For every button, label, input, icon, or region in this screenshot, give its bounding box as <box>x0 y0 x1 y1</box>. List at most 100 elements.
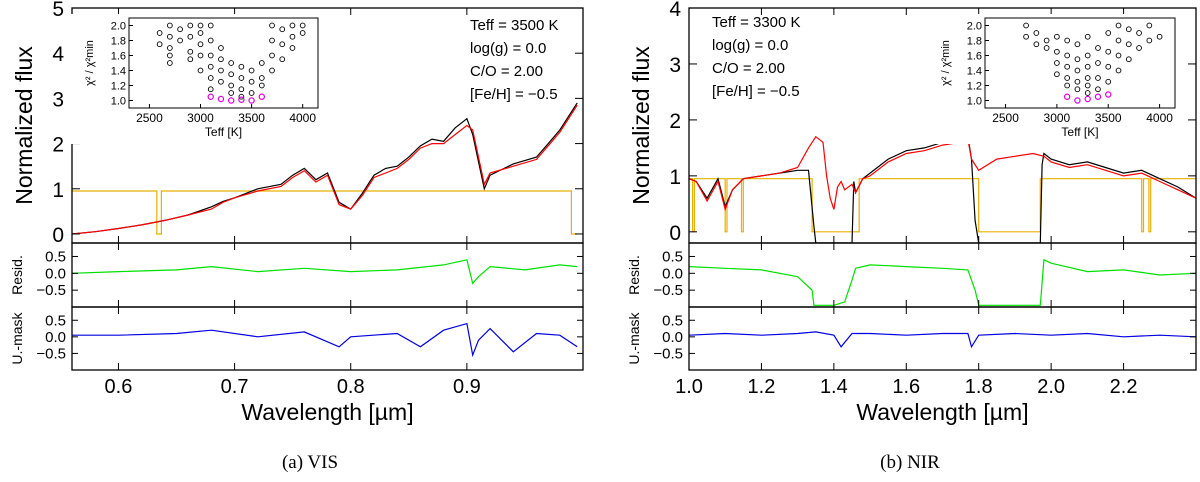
vis-inset-point <box>228 60 235 66</box>
vis-inset-point <box>279 56 286 63</box>
vis-inset-point <box>207 37 214 44</box>
vis-inset-best-point <box>217 95 225 103</box>
nir-resid-label: Resid. <box>626 255 642 295</box>
vis-inset-point <box>167 33 173 40</box>
nir-inset-xtick-label: 3500 <box>1095 111 1122 125</box>
vis-inset-point <box>207 22 214 29</box>
vis-inset-ytick-label: 2.0 <box>111 21 126 33</box>
nir-inset-point <box>1074 56 1081 63</box>
nir-inset-xtick-label: 4000 <box>1146 111 1173 125</box>
vis-inset-point <box>187 22 194 29</box>
vis-inset-point <box>156 30 163 36</box>
vis-inset-point <box>218 56 224 63</box>
nir-annotation-line: [Fe/H] = −0.5 <box>712 83 800 100</box>
vis-resid-group <box>72 259 578 358</box>
nir-inset-point <box>1146 22 1153 29</box>
nir-resid-ytick-label: 0.5 <box>662 248 683 265</box>
vis-inset-point <box>187 48 194 55</box>
nir-xlabel: Wavelength [µm] <box>856 399 1028 425</box>
nir-inset-point <box>1125 56 1132 63</box>
vis-inset-point <box>197 22 204 29</box>
nir-inset-point <box>1064 63 1071 70</box>
vis-inset-point <box>269 52 275 59</box>
nir-inset-ytick-label: 2.0 <box>967 21 982 33</box>
nir-inset-point <box>1074 78 1081 85</box>
vis-inset-point <box>218 67 224 74</box>
nir-inset-point <box>1084 52 1091 59</box>
nir-inset-point <box>1054 60 1060 66</box>
nir-xtick-label: 2.0 <box>1037 376 1065 398</box>
vis-ytick-label: 2 <box>52 134 64 157</box>
vis-inset-point <box>197 30 204 36</box>
nir-resid-line <box>689 258 1196 306</box>
nir-inset-point <box>1023 22 1029 29</box>
nir-inset-point <box>1084 75 1091 81</box>
vis-inset-ytick-label: 1.2 <box>111 81 126 93</box>
vis-inset-ytick-label: 1.8 <box>111 36 126 48</box>
vis-inset-point <box>238 93 245 100</box>
vis-xtick-label: 0.9 <box>453 376 481 398</box>
vis-inset-best-point <box>238 96 245 103</box>
nir-inset-point <box>1033 41 1040 48</box>
nir-inset-ytick-label: 1.4 <box>967 66 982 78</box>
nir-model-line <box>689 135 1196 212</box>
nir-inset-best-point <box>1063 93 1071 100</box>
nir-ytick-label: 0 <box>669 222 681 245</box>
vis-inset-ylabel: χ² / χ²min <box>84 40 96 86</box>
vis-inset-point <box>167 60 173 66</box>
vis-inset-xtick-label: 2500 <box>136 111 163 125</box>
vis-inset-frame <box>128 17 319 109</box>
vis-inset-point <box>167 52 173 59</box>
nir-inset-frame <box>984 17 1176 109</box>
vis-inset-point <box>289 45 296 51</box>
nir-inset-point <box>1064 75 1071 81</box>
nir-inset-point <box>1156 33 1163 40</box>
nir-inset-best-point <box>1084 95 1091 103</box>
vis-ylabel: Normalized flux <box>11 46 37 205</box>
nir-inset-point <box>1074 41 1081 48</box>
nir-inset-point <box>1043 37 1050 44</box>
vis-resid-label: Resid. <box>9 255 25 295</box>
vis-inset-point <box>279 41 286 48</box>
nir-xtick-label: 1.8 <box>965 376 993 398</box>
nir-inset-point <box>1054 33 1060 40</box>
nir-inset-point <box>1084 82 1091 89</box>
nir-resid-group <box>689 258 1196 349</box>
vis-caption: (a) VIS <box>281 452 339 473</box>
nir-inset-point <box>1105 48 1112 55</box>
vis-inset-point <box>207 75 214 81</box>
vis-panel: 0 1 2 3 4 5 Normalized flux Teff = 3500 K log(g)… <box>9 0 584 425</box>
nir-inset-point <box>1054 71 1060 78</box>
vis-umask-frame <box>71 306 584 371</box>
nir-ylabel: Normalized flux <box>628 46 654 205</box>
nir-xtick-label: 1.2 <box>748 376 776 398</box>
vis-inset-point <box>218 78 224 85</box>
vis-mask-line <box>72 190 578 235</box>
vis-inset-point <box>197 41 204 48</box>
vis-inset-point <box>279 26 286 33</box>
vis-inset-point <box>248 67 255 74</box>
vis-inset-point <box>238 75 245 81</box>
vis-observed-line <box>72 102 578 235</box>
vis-resid-ytick-label: −0.5 <box>36 282 66 299</box>
nir-inset-point <box>1125 26 1132 33</box>
vis-inset-point <box>156 41 163 48</box>
nir-inset-point <box>1023 33 1029 40</box>
nir-umask-ytick-label: 0.5 <box>662 312 683 329</box>
vis-annotation-line: log(g) = 0.0 <box>470 40 546 57</box>
vis-inset-point <box>167 22 173 29</box>
nir-inset-point <box>1074 67 1081 74</box>
nir-inset-best-point <box>1074 97 1081 104</box>
vis-inset-point <box>197 67 204 74</box>
nir-inset-point <box>1084 90 1091 96</box>
vis-inset-point <box>228 90 235 96</box>
vis-xlabel: Wavelength [µm] <box>241 399 413 425</box>
nir-inset-point <box>1115 67 1122 74</box>
nir-ytick-label: 1 <box>669 166 681 189</box>
vis-ytick-label: 0 <box>52 224 64 247</box>
nir-inset-ytick-label: 1.8 <box>967 36 982 48</box>
nir-umask-label: U.-mask <box>626 311 642 364</box>
nir-inset-best-point <box>1094 93 1102 100</box>
vis-inset-point <box>269 22 275 29</box>
vis-umask-ytick-label: −0.5 <box>36 345 66 362</box>
